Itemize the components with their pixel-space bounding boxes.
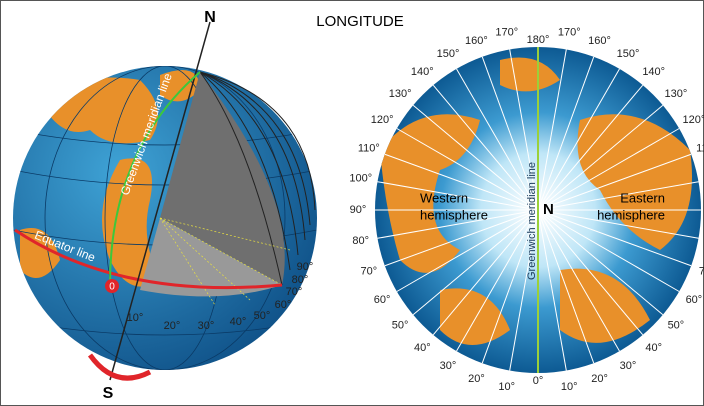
longitude-label: 120°: [371, 114, 394, 126]
longitude-label: 40°: [645, 342, 662, 354]
greenwich-label-right: Greenwich meridian line: [526, 162, 538, 280]
degree-label: 60°: [275, 299, 292, 311]
longitude-label: 90°: [350, 204, 367, 216]
longitude-label: 140°: [411, 66, 434, 78]
north-label: N: [204, 9, 216, 26]
degree-label: 50°: [254, 310, 271, 322]
longitude-label: 20°: [468, 373, 485, 385]
degree-label: 40°: [230, 316, 247, 328]
top-label: 180°: [527, 34, 550, 46]
longitude-label: 80°: [352, 235, 369, 247]
degree-label: 10°: [127, 312, 144, 324]
left-globe: N S Greenwich meridian line Equator line…: [13, 9, 317, 402]
longitude-label: 100°: [349, 173, 372, 185]
eastern-line1: Eastern: [620, 190, 665, 205]
longitude-label: 40°: [414, 342, 431, 354]
degree-label: 30°: [198, 320, 215, 332]
degree-label: 90°: [297, 261, 314, 273]
longitude-label: 10°: [561, 381, 578, 393]
longitude-label: 70°: [361, 265, 378, 277]
diagram: LONGITUDE N S Greenwich meridian line: [0, 0, 704, 406]
longitude-label: 20°: [591, 373, 608, 385]
longitude-label: 10°: [498, 381, 515, 393]
longitude-label: 110°: [358, 142, 380, 154]
western-line1: Western: [420, 190, 468, 205]
longitude-label: 60°: [686, 294, 703, 306]
eastern-line2: hemisphere: [597, 207, 665, 222]
degree-label: 20°: [164, 320, 181, 332]
longitude-label: 30°: [440, 360, 457, 372]
longitude-label: 150°: [437, 48, 460, 60]
zero-label: 0: [109, 282, 115, 293]
longitude-label: 110°: [696, 142, 704, 154]
center-label: N: [543, 201, 554, 218]
longitude-label: 160°: [465, 35, 488, 47]
degree-label: 70°: [286, 286, 303, 298]
longitude-label: 120°: [683, 114, 704, 126]
title: LONGITUDE: [316, 13, 404, 30]
longitude-label: 30°: [620, 360, 637, 372]
longitude-label: 150°: [617, 48, 640, 60]
bottom-label: 0°: [533, 375, 544, 387]
longitude-label: 70°: [699, 265, 704, 277]
western-line2: hemisphere: [420, 207, 488, 222]
longitude-label: 170°: [558, 27, 581, 39]
longitude-label: 50°: [392, 320, 409, 332]
right-globe: N Greenwich meridian line Western hemisp…: [375, 34, 701, 387]
longitude-label: 140°: [642, 66, 665, 78]
longitude-label: 160°: [588, 35, 611, 47]
south-label: S: [103, 385, 114, 402]
longitude-label: 130°: [389, 88, 412, 100]
longitude-label: 130°: [665, 88, 688, 100]
longitude-label: 50°: [668, 320, 685, 332]
longitude-label: 170°: [495, 27, 518, 39]
page: LONGITUDE N S Greenwich meridian line: [0, 0, 704, 406]
degree-label: 80°: [292, 274, 309, 286]
longitude-label: 60°: [374, 294, 391, 306]
